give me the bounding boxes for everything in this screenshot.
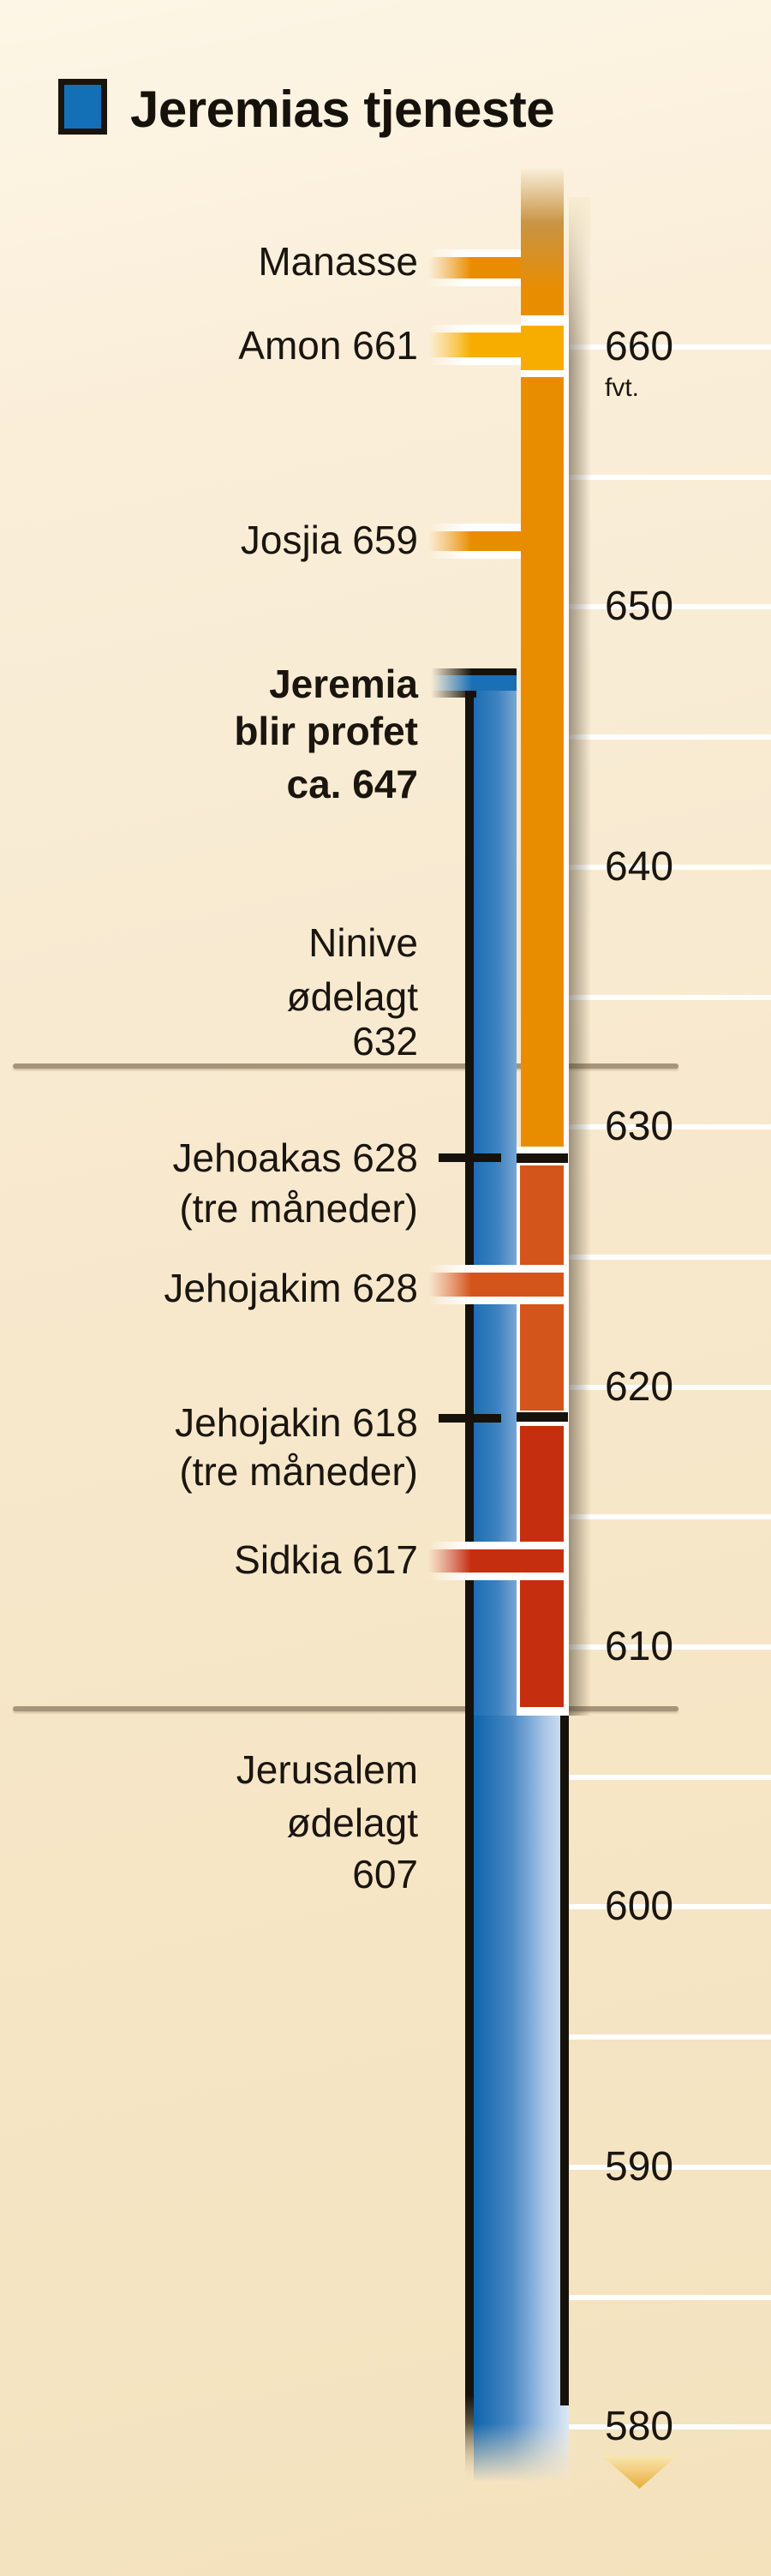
gridline-630 <box>569 1124 771 1130</box>
event-ninive-line-2: ødelagt <box>286 974 418 1019</box>
gridline-600 <box>569 1904 771 1910</box>
jeremiah-bar-start-tick-top <box>431 668 517 675</box>
chart-title: Jeremias tjeneste <box>130 81 555 138</box>
gridline-640 <box>569 864 771 870</box>
dash-jehojakin <box>439 1414 501 1423</box>
gridline-590 <box>569 2164 771 2170</box>
bar-white-right-strip <box>564 315 569 1716</box>
label-jehojakin-duration: (tre måneder) <box>179 1449 418 1494</box>
event-jerusalem-line-3: 607 <box>352 1852 418 1896</box>
year-label-650: 650 <box>605 584 674 630</box>
year-label-620: 620 <box>605 1363 674 1410</box>
bar-segment-amon <box>521 326 564 370</box>
event-divider-2 <box>13 1706 678 1711</box>
legend-swatch-jeremias-tjeneste <box>58 79 107 135</box>
gridline-635 <box>569 994 771 1000</box>
jeremiah-bar-left-border <box>465 691 474 2485</box>
gridline-650 <box>569 604 771 610</box>
gridline-660 <box>569 344 771 350</box>
label-jehoakas: Jehoakas 628 <box>172 1135 418 1180</box>
bar-segment-josjia <box>521 377 564 1147</box>
jeremiah-bar-start-tick-fill <box>431 675 517 691</box>
year-label-610: 610 <box>605 1624 674 1669</box>
gridline-625 <box>569 1254 771 1260</box>
year-label-660: 660 <box>605 324 674 369</box>
label-jehojakin: Jehojakin 618 <box>175 1400 418 1445</box>
year-label-600: 600 <box>605 1884 674 1930</box>
gridline-595 <box>569 2034 771 2040</box>
bar-white-gap-1 <box>521 315 564 326</box>
tick-josjia <box>428 531 521 551</box>
label-josjia: Josjia 659 <box>240 518 418 562</box>
event-jeremia-profet-line-2: blir profet <box>234 709 418 753</box>
label-amon: Amon 661 <box>238 323 418 368</box>
label-jehoakas-duration: (tre måneder) <box>179 1186 418 1231</box>
year-label-630: 630 <box>605 1104 674 1150</box>
tick-sidkia <box>428 1549 564 1573</box>
gridline-610 <box>569 1644 771 1650</box>
gridline-655 <box>569 474 771 480</box>
gridline-585 <box>569 2294 771 2300</box>
bar-shadow-top-fade <box>569 197 591 360</box>
gridline-605 <box>569 1774 771 1780</box>
year-label-580: 580 <box>605 2404 674 2450</box>
bar-black-band-2 <box>517 1412 568 1422</box>
jeremiah-bar-bottom-fade <box>463 2423 574 2497</box>
event-divider-1 <box>13 1063 678 1069</box>
event-jerusalem-line-2: ødelagt <box>286 1800 418 1845</box>
event-jeremia-profet-line-3: ca. 647 <box>286 762 418 806</box>
timeline-continues-arrow <box>602 2456 677 2489</box>
year-label-590: 590 <box>605 2143 674 2190</box>
label-manasse: Manasse <box>258 239 418 284</box>
tick-manasse <box>428 257 521 279</box>
label-jehojakim: Jehojakim 628 <box>164 1266 418 1310</box>
event-jerusalem-line-1: Jerusalem <box>236 1747 418 1792</box>
event-jeremia-profet-line-1: Jeremia <box>269 662 418 706</box>
gridline-620 <box>569 1384 771 1390</box>
gridline-580 <box>569 2424 771 2430</box>
year-label-640: 640 <box>605 843 674 890</box>
event-ninive-line-3: 632 <box>352 1019 418 1063</box>
event-ninive-line-1: Ninive <box>308 920 418 965</box>
era-label: fvt. <box>605 374 640 402</box>
jeremiah-bar-lower <box>474 1716 569 2492</box>
tick-jehojakim <box>428 1273 564 1297</box>
bar-shadow <box>569 197 591 1716</box>
bar-segment-manasse <box>521 291 564 315</box>
dash-jehoakas <box>439 1153 501 1162</box>
tick-amon <box>428 332 521 357</box>
gridline-645 <box>569 734 771 740</box>
jeremiah-bar-start-tick-bottom <box>431 691 476 698</box>
bar-black-band-1 <box>517 1153 568 1163</box>
bar-white-gap-2 <box>521 370 564 377</box>
gridline-615 <box>569 1514 771 1520</box>
bar-top-fade-manasse <box>521 167 564 291</box>
label-sidkia: Sidkia 617 <box>234 1537 418 1582</box>
jeremiah-bar-right-border <box>560 1716 569 2405</box>
